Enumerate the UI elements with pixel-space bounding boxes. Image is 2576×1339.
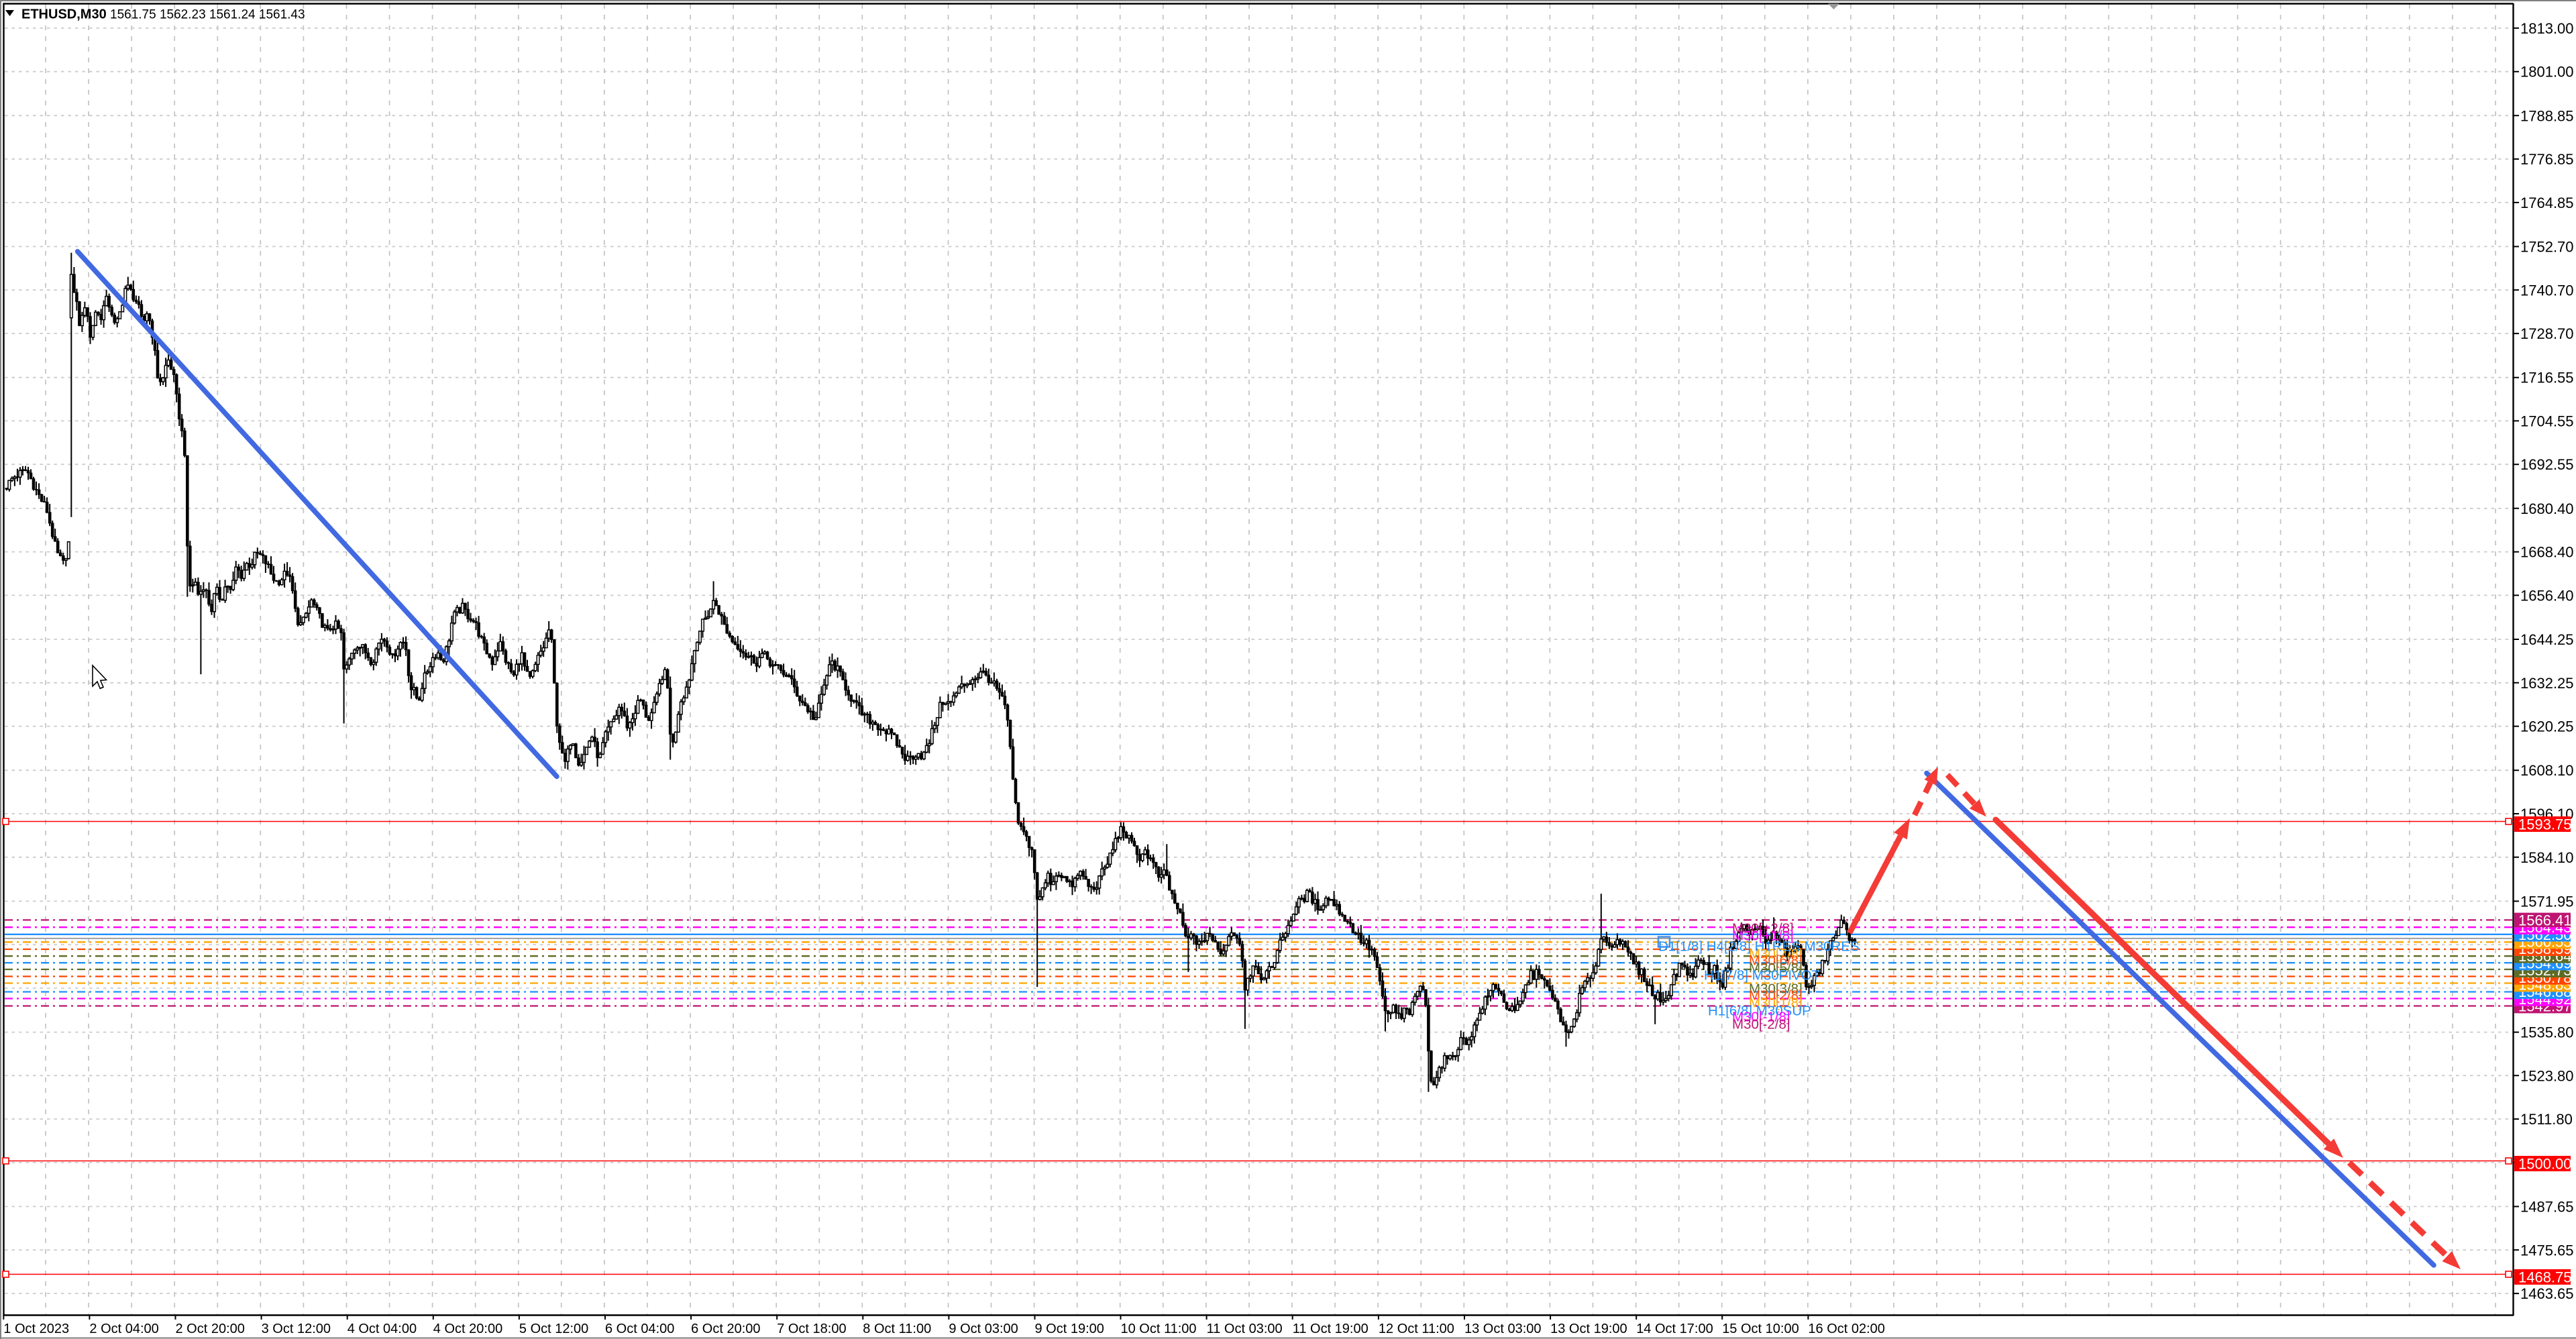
svg-text:10 Oct 11:00: 10 Oct 11:00 xyxy=(1121,1322,1197,1336)
svg-text:1620.25: 1620.25 xyxy=(2520,718,2574,735)
svg-text:4 Oct 04:00: 4 Oct 04:00 xyxy=(347,1322,417,1336)
svg-text:1511.80: 1511.80 xyxy=(2520,1111,2573,1128)
svg-text:1487.65: 1487.65 xyxy=(2520,1199,2574,1216)
svg-text:1752.70: 1752.70 xyxy=(2520,239,2574,256)
svg-text:1740.70: 1740.70 xyxy=(2520,282,2574,299)
svg-text:1608.10: 1608.10 xyxy=(2520,762,2574,779)
svg-text:1692.55: 1692.55 xyxy=(2520,456,2574,473)
svg-text:1668.40: 1668.40 xyxy=(2520,544,2574,561)
svg-text:1632.25: 1632.25 xyxy=(2520,675,2574,692)
svg-text:1475.65: 1475.65 xyxy=(2520,1242,2574,1258)
svg-text:1468.75: 1468.75 xyxy=(2518,1269,2572,1286)
svg-text:11 Oct 19:00: 11 Oct 19:00 xyxy=(1293,1322,1368,1336)
svg-text:1561.75 1562.23 1561.24 1561.4: 1561.75 1562.23 1561.24 1561.43 xyxy=(110,8,305,22)
svg-text:M30[7/8]: M30[7/8] xyxy=(1749,947,1803,962)
svg-text:9 Oct 03:00: 9 Oct 03:00 xyxy=(949,1322,1018,1336)
svg-text:5 Oct 12:00: 5 Oct 12:00 xyxy=(519,1322,588,1336)
svg-text:2 Oct 04:00: 2 Oct 04:00 xyxy=(89,1322,158,1336)
svg-text:7 Oct 18:00: 7 Oct 18:00 xyxy=(777,1322,846,1336)
svg-text:1656.40: 1656.40 xyxy=(2520,587,2574,604)
svg-text:2 Oct 20:00: 2 Oct 20:00 xyxy=(176,1322,245,1336)
svg-text:1801.00: 1801.00 xyxy=(2520,64,2574,81)
svg-text:12 Oct 11:00: 12 Oct 11:00 xyxy=(1379,1322,1454,1336)
svg-text:8 Oct 11:00: 8 Oct 11:00 xyxy=(863,1322,931,1336)
svg-text:1571.95: 1571.95 xyxy=(2520,893,2574,910)
svg-text:M30[-1/8]: M30[-1/8] xyxy=(1732,1010,1790,1025)
svg-text:13 Oct 03:00: 13 Oct 03:00 xyxy=(1464,1322,1542,1336)
svg-text:3 Oct 12:00: 3 Oct 12:00 xyxy=(262,1322,331,1336)
svg-text:1716.55: 1716.55 xyxy=(2520,370,2574,386)
svg-text:6 Oct 04:00: 6 Oct 04:00 xyxy=(605,1322,674,1336)
svg-text:H1[7/8] M30PIVOT: H1[7/8] M30PIVOT xyxy=(1704,968,1821,983)
svg-text:M30[-2/8]: M30[-2/8] xyxy=(1732,1017,1790,1032)
svg-text:11 Oct 03:00: 11 Oct 03:00 xyxy=(1207,1322,1283,1336)
svg-text:M30[6/8]: M30[6/8] xyxy=(1749,953,1803,969)
svg-text:9 Oct 19:00: 9 Oct 19:00 xyxy=(1035,1322,1104,1336)
svg-text:4 Oct 20:00: 4 Oct 20:00 xyxy=(433,1322,502,1336)
svg-text:M30[5/8]: M30[5/8] xyxy=(1749,961,1803,976)
svg-text:15 Oct 10:00: 15 Oct 10:00 xyxy=(1722,1322,1799,1336)
svg-text:1764.85: 1764.85 xyxy=(2520,195,2574,211)
svg-text:1728.70: 1728.70 xyxy=(2520,325,2574,342)
svg-text:1 Oct 2023: 1 Oct 2023 xyxy=(3,1322,69,1336)
svg-text:1584.10: 1584.10 xyxy=(2520,849,2574,866)
svg-text:M30[+1/8]: M30[+1/8] xyxy=(1732,928,1794,944)
svg-text:D1[1/8] H4[2/8] H1RES M30RES: D1[1/8] H4[2/8] H1RES M30RES xyxy=(1658,939,1860,955)
svg-text:M30[1/8]: M30[1/8] xyxy=(1749,996,1803,1011)
svg-text:13 Oct 19:00: 13 Oct 19:00 xyxy=(1550,1322,1627,1336)
svg-text:1500.00: 1500.00 xyxy=(2518,1156,2572,1173)
svg-text:M30[2/8]: M30[2/8] xyxy=(1749,988,1803,1004)
svg-text:1788.85: 1788.85 xyxy=(2520,107,2574,124)
svg-text:H1[6/8] M30SUP: H1[6/8] M30SUP xyxy=(1708,1004,1811,1019)
svg-text:1523.80: 1523.80 xyxy=(2520,1067,2574,1084)
svg-text:6 Oct 20:00: 6 Oct 20:00 xyxy=(691,1322,760,1336)
svg-text:1593.75: 1593.75 xyxy=(2518,816,2572,833)
svg-text:1813.00: 1813.00 xyxy=(2520,20,2574,37)
svg-text:16 Oct 02:00: 16 Oct 02:00 xyxy=(1808,1322,1885,1336)
svg-text:1680.40: 1680.40 xyxy=(2520,500,2574,517)
svg-text:14 Oct 17:00: 14 Oct 17:00 xyxy=(1636,1322,1713,1336)
svg-text:ETHUSD,M30: ETHUSD,M30 xyxy=(21,7,107,22)
svg-text:1566.41: 1566.41 xyxy=(2518,912,2572,928)
svg-text:1776.85: 1776.85 xyxy=(2520,151,2574,168)
svg-text:M30[3/8]: M30[3/8] xyxy=(1749,981,1803,997)
svg-text:1704.55: 1704.55 xyxy=(2520,413,2574,429)
svg-text:1535.80: 1535.80 xyxy=(2520,1024,2574,1041)
svg-text:M30[+2/8]: M30[+2/8] xyxy=(1732,921,1794,936)
svg-text:1463.65: 1463.65 xyxy=(2520,1285,2574,1302)
svg-text:1644.25: 1644.25 xyxy=(2520,631,2574,648)
